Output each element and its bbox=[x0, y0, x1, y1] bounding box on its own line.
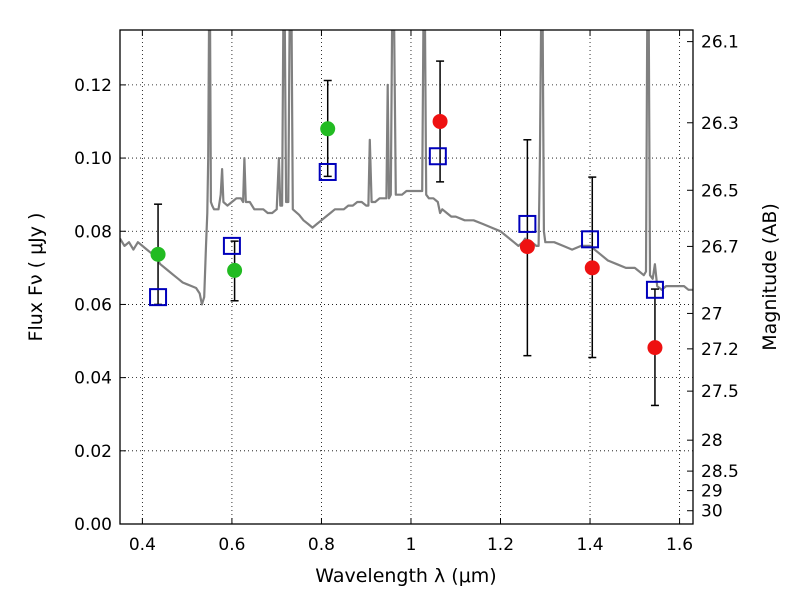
right-tick-label: 26.1 bbox=[701, 33, 739, 53]
data-points-layer bbox=[149, 60, 664, 407]
y-axis-ticks: 0.00 0.02 0.04 0.06 0.08 0.10 0.12 bbox=[74, 76, 126, 535]
observed-nir-marker-1 bbox=[519, 239, 535, 255]
x-tick-label: 0.4 bbox=[129, 535, 156, 555]
model-photometry-marker-3 bbox=[428, 147, 447, 166]
observed-nir-marker-2 bbox=[584, 260, 600, 276]
x-tick-label: 0.8 bbox=[308, 535, 335, 555]
model-photometry-marker-4 bbox=[518, 214, 537, 233]
right-tick-label: 26.5 bbox=[701, 181, 739, 201]
observed-nir-marker-0 bbox=[432, 113, 448, 129]
model-spectrum-line bbox=[120, 30, 693, 306]
model-photometry-marker-5 bbox=[581, 230, 600, 249]
plot-frame bbox=[119, 29, 694, 525]
x-tick-label: 0.6 bbox=[218, 535, 245, 555]
observed-optical-marker-0 bbox=[150, 246, 166, 262]
y-tick-label: 0.12 bbox=[74, 76, 112, 96]
x-tick-label: 1 bbox=[406, 535, 417, 555]
model-photometry-marker-0 bbox=[149, 288, 168, 307]
observed-optical-marker-2 bbox=[320, 121, 336, 137]
y-tick-label: 0.02 bbox=[74, 442, 112, 462]
model-photometry-marker-6 bbox=[645, 280, 664, 299]
y-tick-label: 0.08 bbox=[74, 222, 112, 242]
right-tick-label: 26.7 bbox=[701, 237, 739, 257]
right-axis-label: Magnitude (AB) bbox=[759, 203, 781, 351]
right-tick-label: 30 bbox=[701, 502, 723, 522]
x-tick-label: 1.2 bbox=[487, 535, 514, 555]
right-tick-label: 27 bbox=[701, 304, 723, 324]
y-tick-label: 0.00 bbox=[74, 515, 112, 535]
right-tick-label: 26.3 bbox=[701, 114, 739, 134]
right-tick-label: 28.5 bbox=[701, 462, 739, 482]
right-tick-label: 27.5 bbox=[701, 382, 739, 402]
observed-optical-marker-1 bbox=[227, 262, 243, 278]
model-photometry-marker-2 bbox=[318, 162, 337, 181]
x-tick-label: 1.4 bbox=[577, 535, 604, 555]
observed-nir-marker-3 bbox=[647, 340, 663, 356]
model-photometry-marker-1 bbox=[222, 236, 241, 255]
y-tick-label: 0.10 bbox=[74, 149, 112, 169]
right-tick-label: 29 bbox=[701, 482, 723, 502]
right-tick-label: 28 bbox=[701, 431, 723, 451]
right-tick-label: 27.2 bbox=[701, 340, 739, 360]
x-axis-label: Wavelength λ (μm) bbox=[315, 565, 496, 587]
y-tick-label: 0.04 bbox=[74, 369, 112, 389]
model-spectrum-layer bbox=[120, 30, 693, 306]
y-tick-label: 0.06 bbox=[74, 295, 112, 315]
x-axis-ticks: 0.4 0.6 0.8 1 1.2 1.4 1.6 bbox=[129, 30, 693, 555]
x-tick-label: 1.6 bbox=[666, 535, 693, 555]
y-axis-label: Flux Fν ( μJy ) bbox=[25, 213, 47, 342]
